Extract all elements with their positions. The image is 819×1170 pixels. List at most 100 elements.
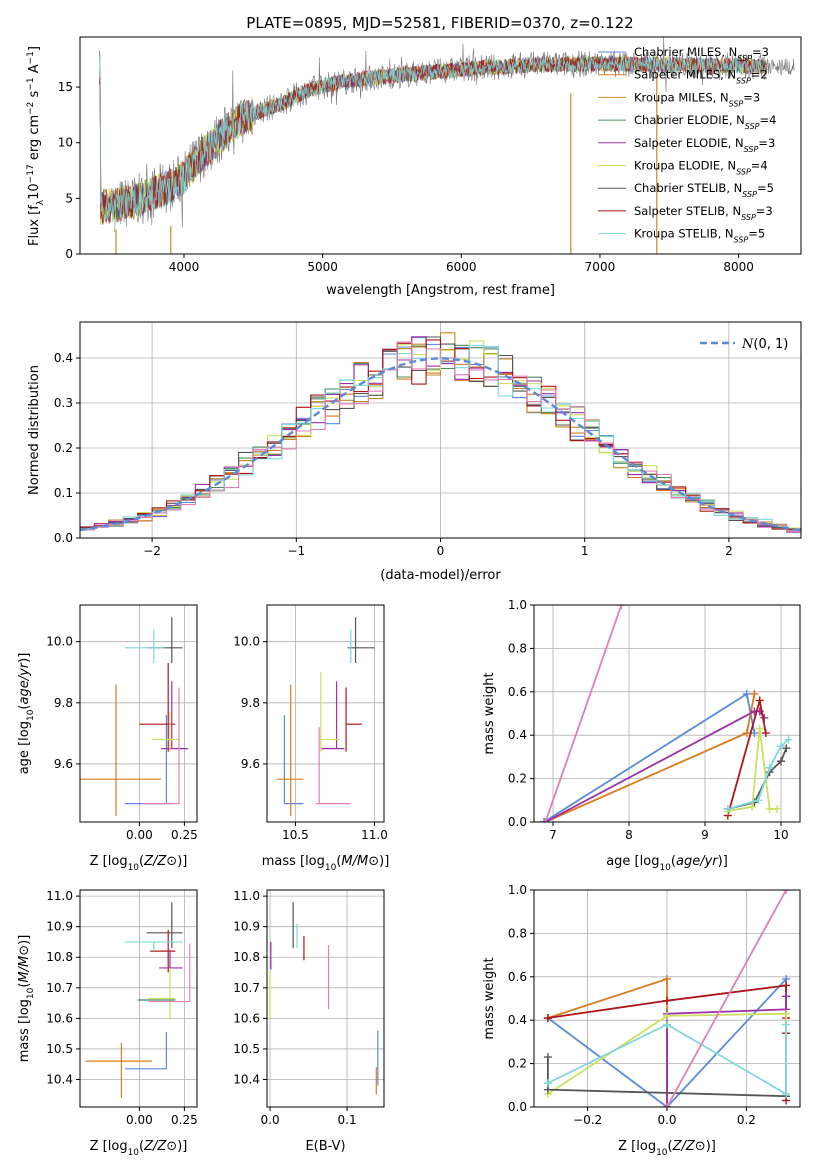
x-axis-label: E(B-V) (305, 1139, 345, 1154)
weight-marker (541, 818, 550, 822)
plot-area (80, 617, 188, 816)
weight-series (723, 735, 793, 813)
x-tick-label: −1 (287, 544, 305, 558)
y-tick-label: 10.9 (46, 920, 73, 934)
plot-area (99, 37, 795, 254)
data-point (283, 715, 304, 805)
weight-series (663, 890, 791, 1107)
x-tick-label: 10 (773, 828, 788, 842)
data-point (316, 727, 351, 805)
weight-marker (761, 729, 770, 738)
y-axis-label: age [log10(age/yr)] (17, 653, 36, 775)
weight-line (547, 1023, 787, 1096)
data-point (159, 949, 183, 969)
axes: 7 8 9 10 0.0 0.2 0.4 0.6 0.8 1.0 age [log10(age/yr… (482, 598, 801, 873)
weight-marker (773, 804, 782, 813)
data-point (125, 941, 183, 952)
residual-histogram-panel: −2 −1 0 1 2 0.0 0.1 0.2 0.3 0.4 N(0, 1) (data-model… (27, 321, 802, 583)
plot-area (543, 890, 791, 1107)
weight-marker (777, 742, 785, 751)
x-tick-label: 8 (625, 828, 633, 842)
plot-area (276, 617, 375, 816)
x-tick-label: 10.5 (282, 828, 309, 842)
x-tick-label: 1 (581, 544, 589, 558)
weight-marker (539, 818, 548, 822)
weight-marker (663, 1011, 671, 1020)
y-tick-label: 10 (58, 136, 73, 150)
x-tick-label: 7000 (585, 260, 616, 274)
x-tick-label: 5000 (307, 260, 338, 274)
data-point (320, 681, 345, 750)
y-tick-label: 0.0 (508, 1100, 527, 1114)
data-point (146, 902, 183, 949)
y-tick-label: 0.2 (54, 441, 73, 455)
plot-area (539, 605, 793, 822)
data-point (161, 681, 188, 750)
x-tick-label: 0.00 (126, 828, 153, 842)
axes: −0.2 0.0 0.2 0.0 0.2 0.4 0.6 0.8 1.0 Z [log10(Z/Z… (482, 883, 801, 1158)
figure-title: PLATE=0895, MJD=52581, FIBERID=0370, z=0… (246, 14, 633, 32)
y-tick-label: 10.4 (233, 1072, 260, 1086)
x-tick-label: −2 (143, 544, 161, 558)
y-tick-label: 10.5 (46, 1042, 73, 1056)
weight-line (666, 996, 787, 1107)
data-point (80, 684, 161, 816)
weight-marker (765, 763, 774, 772)
y-tick-label: 0.4 (508, 1013, 527, 1027)
model-spectrum-line (99, 52, 767, 223)
grid (267, 605, 384, 822)
weight-marker (663, 1103, 671, 1107)
y-axis-label: Normed distribution (27, 365, 42, 495)
y-tick-label: 10.8 (233, 950, 260, 964)
metallicity-mass-panel: 0.00 0.25 10.4 10.5 10.6 10.7 10.8 10.9 11.0 Z [l… (17, 889, 198, 1158)
y-tick-label: 10.6 (46, 1011, 73, 1025)
data-point (125, 629, 165, 664)
y-tick-label: 10.6 (233, 1011, 260, 1025)
weight-marker (782, 1089, 791, 1098)
grid (267, 890, 384, 1107)
data-point (320, 672, 340, 752)
legend-label: Chabrier STELIB, NSSP=5 (634, 181, 774, 199)
y-tick-label: 0.8 (508, 641, 527, 655)
x-tick-label: 0 (437, 544, 445, 558)
legend-label: Salpeter MILES, NSSP=2 (634, 68, 768, 86)
y-axis-label: mass weight (482, 957, 497, 1039)
y-tick-label: 9.8 (54, 696, 73, 710)
axes: 0.0 0.1 10.4 10.5 10.6 10.7 10.8 10.9 11.0 E(B-V) (233, 889, 385, 1154)
weight-marker (663, 974, 671, 983)
x-tick-label: 0.25 (171, 1113, 198, 1127)
data-point (143, 687, 180, 805)
weight-marker (617, 605, 626, 609)
mass-weight-vs-metallicity-panel: −0.2 0.0 0.2 0.0 0.2 0.4 0.6 0.8 1.0 Z [log10(Z/Z… (482, 883, 801, 1158)
y-tick-label: 9.6 (241, 757, 260, 771)
x-tick-label: 7 (549, 828, 557, 842)
x-tick-label: 8000 (723, 260, 754, 274)
normal-reference-curve (80, 357, 801, 532)
y-tick-label: 0 (65, 247, 73, 261)
weight-marker (782, 890, 791, 894)
residual-histogram (80, 341, 801, 532)
weight-marker (755, 724, 764, 733)
y-tick-label: 0.3 (54, 396, 73, 410)
y-tick-label: 0.6 (508, 685, 527, 699)
x-tick-label: 0.0 (657, 1113, 676, 1127)
plot-area (269, 902, 379, 1095)
axes-frame (533, 604, 801, 823)
x-tick-label: 4000 (169, 260, 200, 274)
legend: N(0, 1) (700, 337, 788, 352)
weight-marker (663, 996, 671, 1005)
legend-label: N(0, 1) (741, 337, 788, 352)
weight-marker (782, 1020, 791, 1029)
x-axis-label: mass [log10(M/M⊙)] (262, 854, 390, 873)
y-tick-label: 0.8 (508, 926, 527, 940)
y-tick-label: 0.4 (54, 351, 73, 365)
weight-series (541, 605, 626, 822)
axes: 0.00 0.25 10.4 10.5 10.6 10.7 10.8 10.9 11.0 Z [l… (17, 889, 198, 1158)
x-tick-label: −0.2 (573, 1113, 602, 1127)
x-axis-label: Z [log10(Z/Z⊙)] (90, 854, 188, 873)
weight-marker (543, 1053, 552, 1062)
weight-marker (742, 729, 751, 738)
y-tick-label: 5 (65, 191, 73, 205)
weight-marker (754, 796, 763, 805)
